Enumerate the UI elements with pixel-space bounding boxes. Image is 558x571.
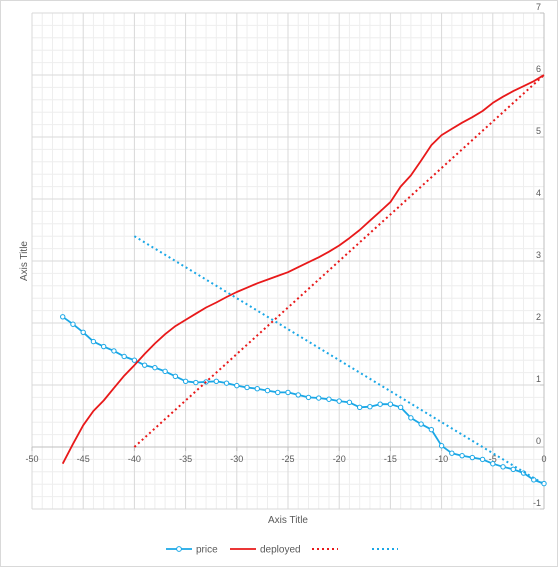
series-point-price (162, 368, 168, 375)
series-point-price (459, 452, 465, 459)
series-point-price (152, 364, 158, 371)
series-point-price (234, 382, 240, 389)
series-point-price (510, 466, 516, 473)
legend-marker-price (176, 546, 182, 552)
series-point-price (131, 357, 138, 363)
y-tick-label: 1 (536, 374, 541, 384)
series-point-price (316, 395, 322, 401)
y-tick-label: 6 (536, 64, 541, 74)
x-tick-label: -40 (128, 454, 141, 464)
series-layer (60, 74, 547, 487)
series-point-price (244, 384, 250, 391)
x-tick-label: -15 (384, 454, 397, 464)
y-tick-labels: -1 0 1 2 3 4 5 6 7 (533, 2, 541, 508)
x-tick-label: -10 (435, 454, 448, 464)
series-point-price (490, 461, 496, 467)
x-tick-labels: -50 -45 -40 -35 -30 -25 -20 -15 -10 -5 0 (25, 454, 546, 464)
y-tick-label: 0 (536, 436, 541, 446)
series-point-price (541, 480, 547, 487)
y-axis-title: Axis Title (19, 241, 30, 281)
series-point-price (223, 380, 230, 386)
series-point-price (408, 415, 414, 421)
series-point-price (418, 421, 424, 427)
series-line-deployed (61, 74, 545, 465)
y-tick-label: 7 (536, 2, 541, 12)
series-point-price (193, 379, 199, 386)
y-tick-label: 3 (536, 250, 541, 260)
series-point-price (356, 404, 363, 411)
y-tick-label: 4 (536, 188, 541, 198)
series-point-price (346, 399, 353, 406)
series-point-price (531, 477, 537, 483)
legend-label-price: price (196, 545, 218, 556)
x-tick-label: -35 (179, 454, 192, 464)
x-tick-label: -50 (25, 454, 38, 464)
series-point-price (367, 404, 373, 410)
legend-label-deployed: deployed (260, 545, 301, 556)
x-axis-title: Axis Title (268, 515, 308, 526)
series-point-price (449, 450, 455, 456)
x-tick-label: 0 (541, 454, 546, 464)
series-point-price (121, 353, 127, 360)
series-point-price (172, 373, 179, 380)
series-point-price (336, 398, 342, 404)
x-tick-label: -30 (230, 454, 243, 464)
x-tick-label: -45 (77, 454, 90, 464)
series-point-price (438, 443, 445, 449)
x-tick-label: -5 (489, 454, 497, 464)
series-point-price (377, 401, 383, 407)
series-point-price (264, 387, 271, 394)
series-point-price (500, 464, 506, 470)
series-point-price (295, 392, 301, 398)
axes (31, 12, 545, 510)
x-tick-label: -25 (281, 454, 294, 464)
series-point-price (182, 378, 189, 384)
series-point-price (60, 314, 66, 320)
series-point-price (305, 394, 312, 401)
y-tick-label: -1 (533, 498, 541, 508)
y-tick-label: 2 (536, 312, 541, 322)
series-point-price (326, 396, 332, 402)
series-point-price (397, 404, 404, 411)
y-tick-label: 5 (536, 126, 541, 136)
series-point-price (479, 456, 486, 463)
series-point-price (275, 389, 281, 396)
series-point-price (141, 362, 148, 368)
series-point-price (100, 343, 107, 350)
series-point-price (254, 386, 260, 392)
series-point-price (387, 401, 394, 407)
legend: price deployed (166, 545, 398, 556)
series-point-price (90, 338, 97, 345)
series-point-price (70, 321, 76, 327)
series-point-price (213, 378, 220, 384)
series-point-price (285, 389, 291, 396)
series-point-price (80, 329, 86, 335)
x-tick-label: -20 (333, 454, 346, 464)
series-line-trendline-2 (133, 74, 545, 448)
series-point-price (428, 426, 435, 433)
series-point-price (111, 348, 117, 354)
series-point-price (469, 454, 476, 461)
